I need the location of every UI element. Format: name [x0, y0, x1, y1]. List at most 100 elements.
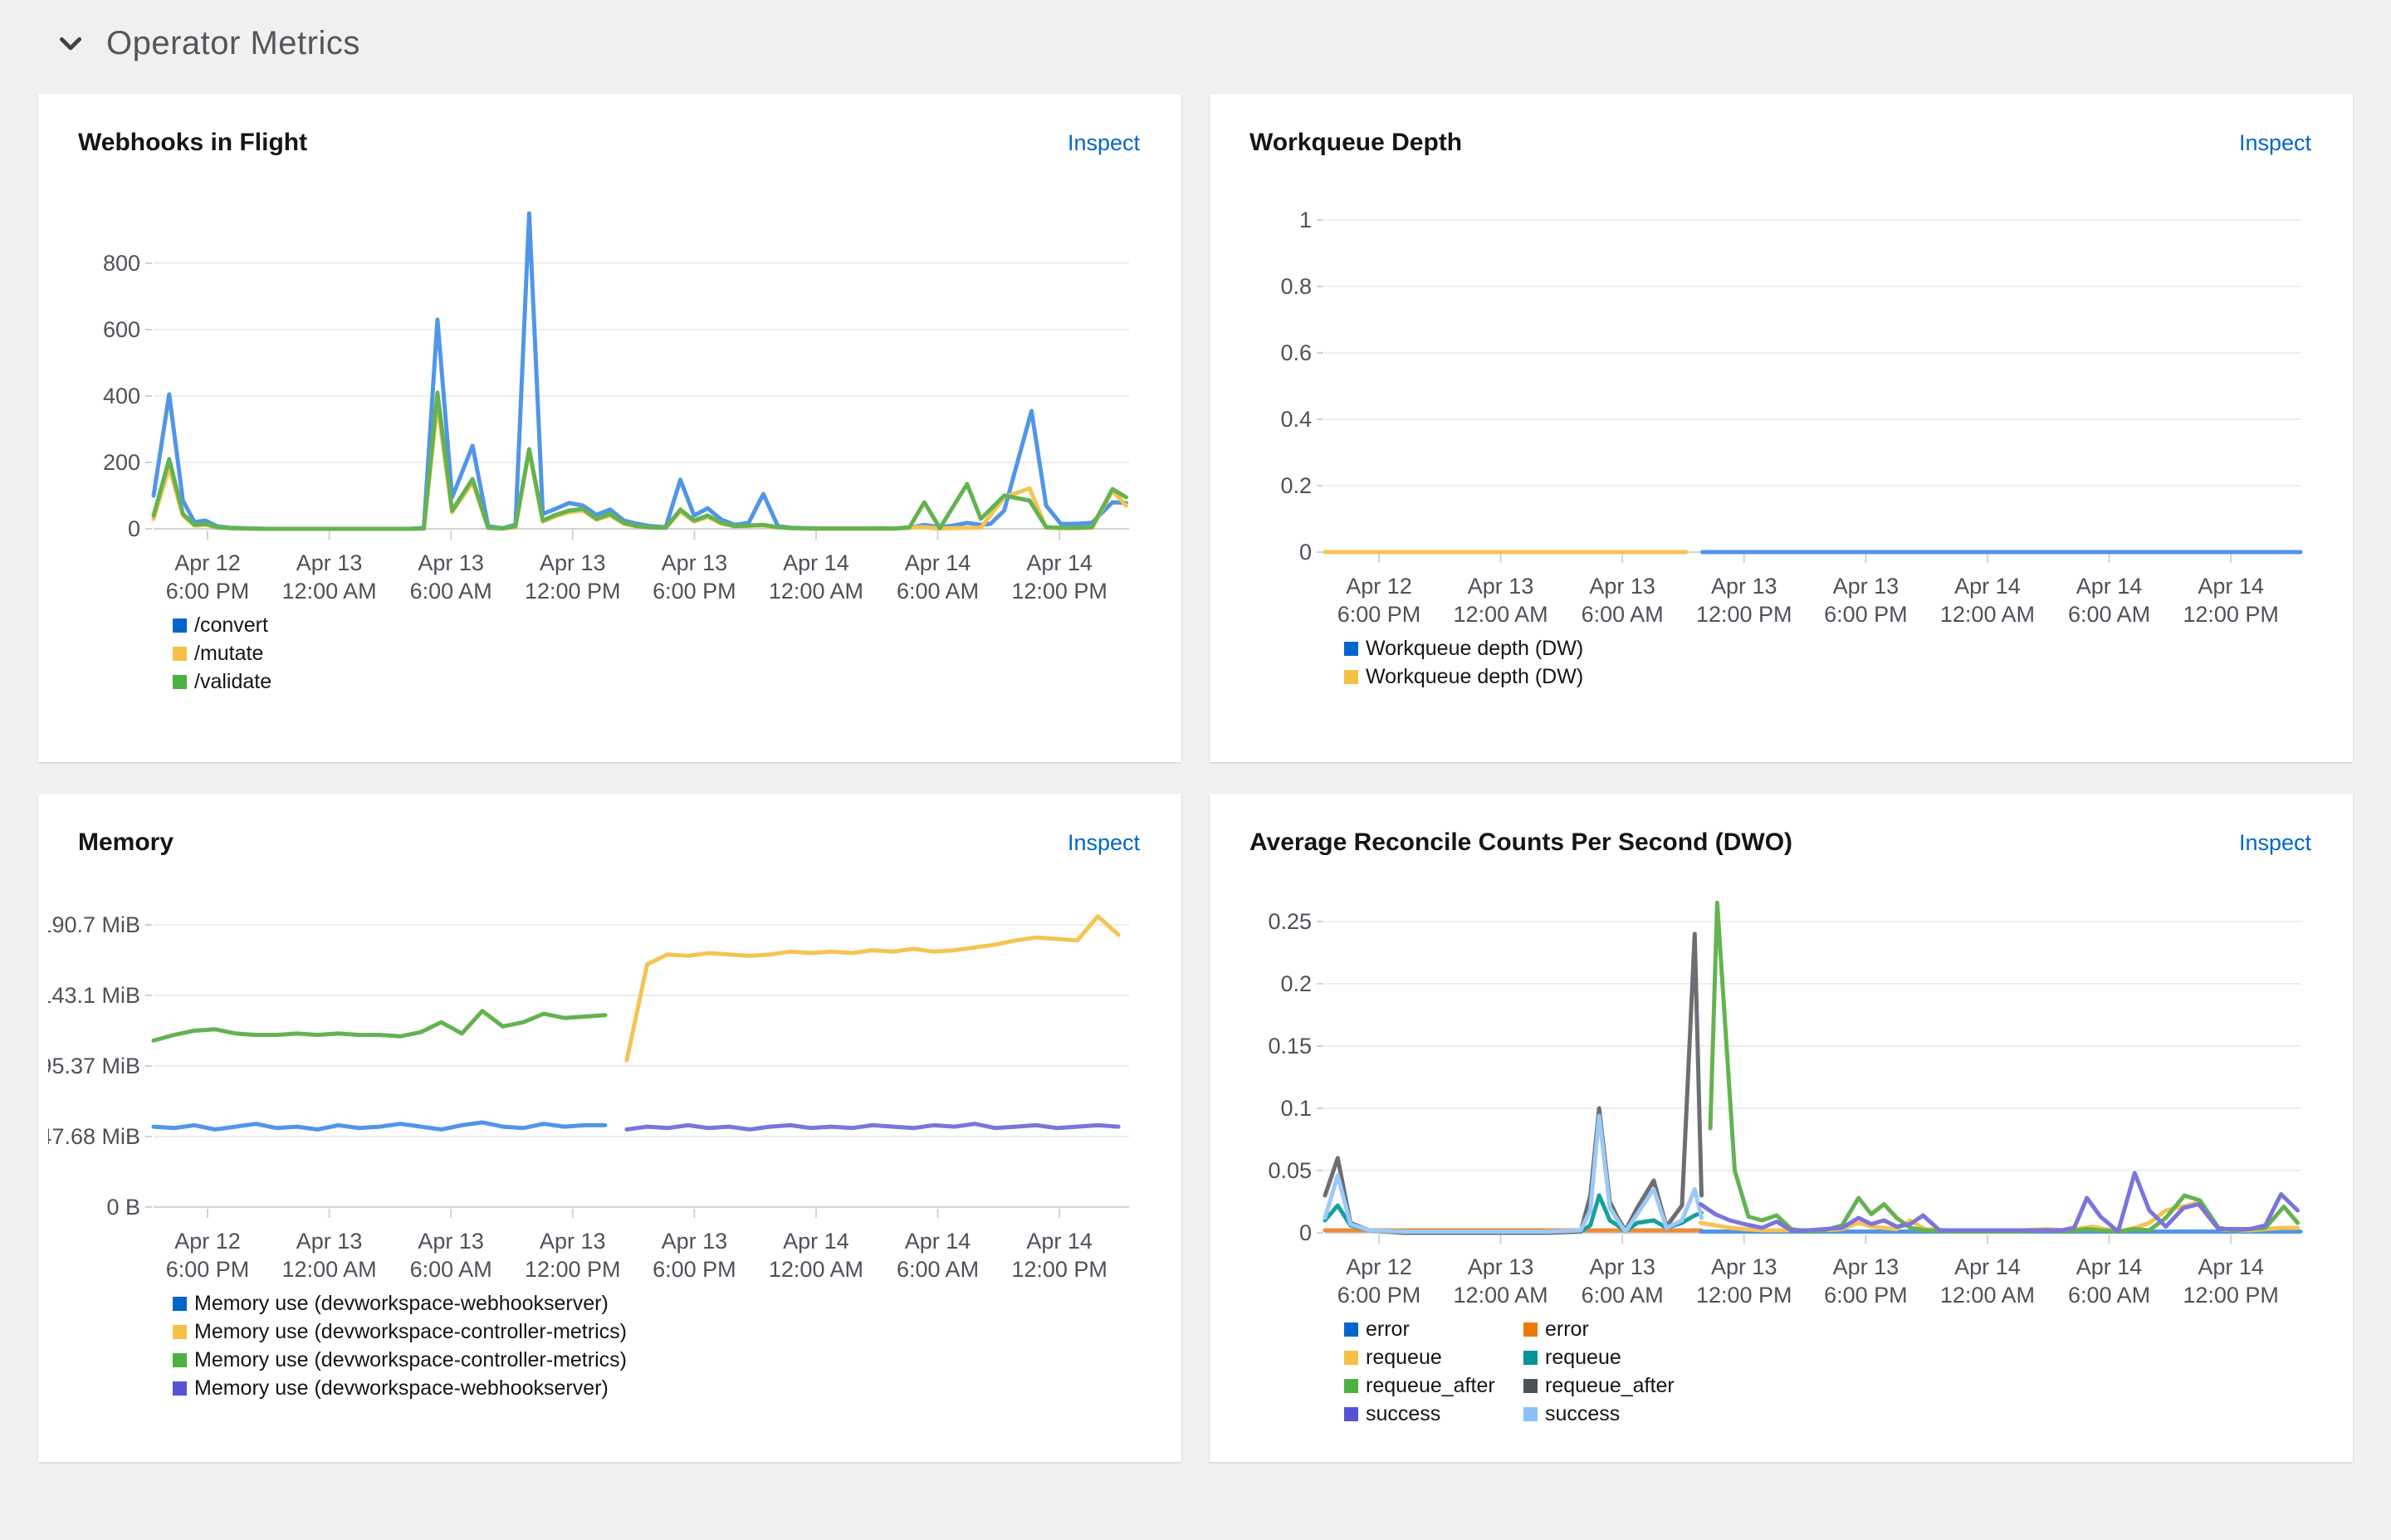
x-tick-label: Apr 12 — [174, 1229, 241, 1254]
legend-item: /convert — [173, 611, 352, 639]
legend-item: requeue — [1523, 1343, 1703, 1371]
legend-item: error — [1523, 1315, 1703, 1343]
x-tick-label: Apr 13 — [418, 1229, 484, 1254]
legend-color-swatch — [1523, 1406, 1538, 1421]
legend-color-swatch — [1344, 1322, 1358, 1337]
legend-color-swatch — [1523, 1378, 1538, 1393]
legend-column: error requeue requeue_after success — [1344, 1315, 1523, 1428]
y-tick-label: 0.8 — [1280, 274, 1312, 299]
inspect-link[interactable]: Inspect — [1067, 130, 1140, 155]
series-line--mutate — [151, 402, 1128, 531]
x-tick-label: 6:00 PM — [166, 1257, 250, 1282]
y-tick-label: 400 — [103, 384, 140, 408]
series-line-success — [1698, 1171, 2300, 1234]
legend-item: requeue — [1344, 1343, 1523, 1371]
x-tick-label: Apr 14 — [1954, 574, 2021, 599]
legend-label: success — [1545, 1401, 1621, 1425]
chevron-down-icon[interactable] — [55, 28, 86, 60]
x-tick-label: Apr 13 — [1833, 574, 1900, 599]
inspect-link[interactable]: Inspect — [2238, 130, 2311, 155]
legend-label: error — [1545, 1317, 1589, 1341]
x-tick-label: Apr 13 — [1833, 1254, 1900, 1279]
y-tick-label: 0.2 — [1280, 473, 1312, 498]
legend-color-swatch — [1523, 1322, 1538, 1337]
series-line-memory-use-devworkspace-webhookserver- — [624, 1122, 1121, 1132]
panel-memory: Memory Inspect 0 B 47.68 MiB 95.37 MiB 143.… — [38, 794, 1181, 1462]
y-tick-label: 1 — [1299, 208, 1312, 232]
x-tick-label: Apr 13 — [662, 1229, 728, 1254]
series-line-memory-use-devworkspace-controller-metrics- — [624, 914, 1121, 1063]
legend-color-swatch — [173, 1381, 187, 1396]
x-tick-label: Apr 14 — [1954, 1254, 2021, 1279]
y-tick-label: 95.37 MiB — [48, 1054, 140, 1078]
x-tick-label: Apr 13 — [296, 1229, 363, 1254]
x-tick-label: 12:00 AM — [1940, 602, 2035, 627]
x-tick-label: Apr 14 — [2076, 1254, 2143, 1279]
legend-item: Memory use (devworkspace-webhookserver) — [173, 1374, 627, 1402]
x-tick-label: 12:00 PM — [2183, 1283, 2279, 1308]
panel-reconcile-counts: Average Reconcile Counts Per Second (DWO… — [1210, 794, 2353, 1462]
inspect-link[interactable]: Inspect — [2238, 830, 2311, 855]
legend-column: error requeue requeue_after success — [1523, 1315, 1703, 1428]
x-tick-label: Apr 13 — [540, 550, 606, 575]
x-tick-label: Apr 13 — [1589, 1254, 1655, 1279]
x-tick-label: 6:00 PM — [653, 1257, 736, 1282]
x-tick-label: Apr 14 — [783, 550, 849, 575]
chart-legend: error requeue requeue_after success error req… — [1344, 1315, 2343, 1428]
series-line-memory-use-devworkspace-controller-metrics- — [151, 1009, 608, 1043]
y-tick-label: 0 — [1299, 540, 1312, 565]
series-line-success — [1323, 1113, 1704, 1234]
x-tick-label: 12:00 PM — [1011, 579, 1107, 604]
series-line--validate — [151, 390, 1128, 531]
chart-legend: Workqueue depth (DW) Workqueue depth (DW) — [1344, 634, 2343, 691]
section-header[interactable]: Operator Metrics — [38, 0, 2353, 94]
x-tick-label: 6:00 PM — [1824, 1283, 1908, 1308]
legend-label: Memory use (devworkspace-controller-metr… — [194, 1347, 627, 1371]
x-tick-label: 12:00 AM — [1940, 1283, 2035, 1308]
y-tick-label: 0 B — [106, 1195, 140, 1220]
x-tick-label: Apr 13 — [662, 550, 728, 575]
legend-column: /convert/mutate/validate — [173, 611, 352, 696]
legend-color-swatch — [1344, 1378, 1358, 1393]
legend-label: /convert — [194, 613, 268, 637]
x-tick-label: 12:00 PM — [1696, 602, 1792, 627]
y-tick-label: 190.7 MiB — [48, 912, 140, 937]
x-tick-label: Apr 14 — [1026, 550, 1093, 575]
legend-item: /validate — [173, 667, 352, 696]
y-tick-label: 0.25 — [1268, 909, 1312, 934]
x-tick-label: Apr 12 — [1346, 574, 1412, 599]
panel-title: Workqueue Depth — [1249, 129, 1463, 156]
x-tick-label: Apr 13 — [1711, 1254, 1777, 1279]
inspect-link[interactable]: Inspect — [1067, 830, 1140, 855]
x-tick-label: 12:00 PM — [525, 579, 621, 604]
x-tick-label: Apr 14 — [2076, 574, 2143, 599]
x-tick-label: Apr 13 — [1711, 574, 1777, 599]
x-tick-label: 6:00 AM — [2068, 1283, 2150, 1308]
x-tick-label: Apr 14 — [2198, 574, 2264, 599]
panel-title: Webhooks in Flight — [78, 129, 308, 156]
x-tick-label: 12:00 AM — [769, 579, 863, 604]
x-tick-label: 6:00 AM — [1582, 602, 1664, 627]
legend-item: requeue_after — [1344, 1371, 1523, 1400]
x-tick-label: 6:00 PM — [1337, 602, 1421, 627]
legend-color-swatch — [173, 1352, 187, 1367]
x-tick-label: 12:00 PM — [1011, 1257, 1107, 1282]
panel-workqueue-depth: Workqueue Depth Inspect 0 0.2 0.4 0.6 0.8 1 Ap… — [1210, 94, 2353, 762]
x-tick-label: Apr 13 — [1468, 574, 1534, 599]
legend-label: Memory use (devworkspace-controller-metr… — [194, 1319, 627, 1343]
x-tick-label: Apr 14 — [2198, 1254, 2264, 1279]
cards-grid: Webhooks in Flight Inspect 0 200 400 600 800… — [38, 94, 2353, 1462]
legend-color-swatch — [1344, 669, 1358, 684]
x-tick-label: 12:00 PM — [2183, 602, 2279, 627]
x-tick-label: Apr 14 — [905, 1229, 971, 1254]
y-tick-label: 200 — [103, 450, 140, 475]
legend-color-swatch — [173, 618, 187, 633]
legend-label: requeue — [1545, 1345, 1621, 1369]
series-line-requeue_after — [1708, 901, 2300, 1234]
chart-legend: Memory use (devworkspace-webhookserver) M… — [173, 1289, 1171, 1402]
y-tick-label: 600 — [103, 317, 140, 342]
legend-color-swatch — [1344, 1406, 1358, 1421]
legend-item: Memory use (devworkspace-controller-metr… — [173, 1346, 627, 1374]
series-line--convert — [151, 211, 1128, 531]
x-tick-label: Apr 14 — [783, 1229, 849, 1254]
